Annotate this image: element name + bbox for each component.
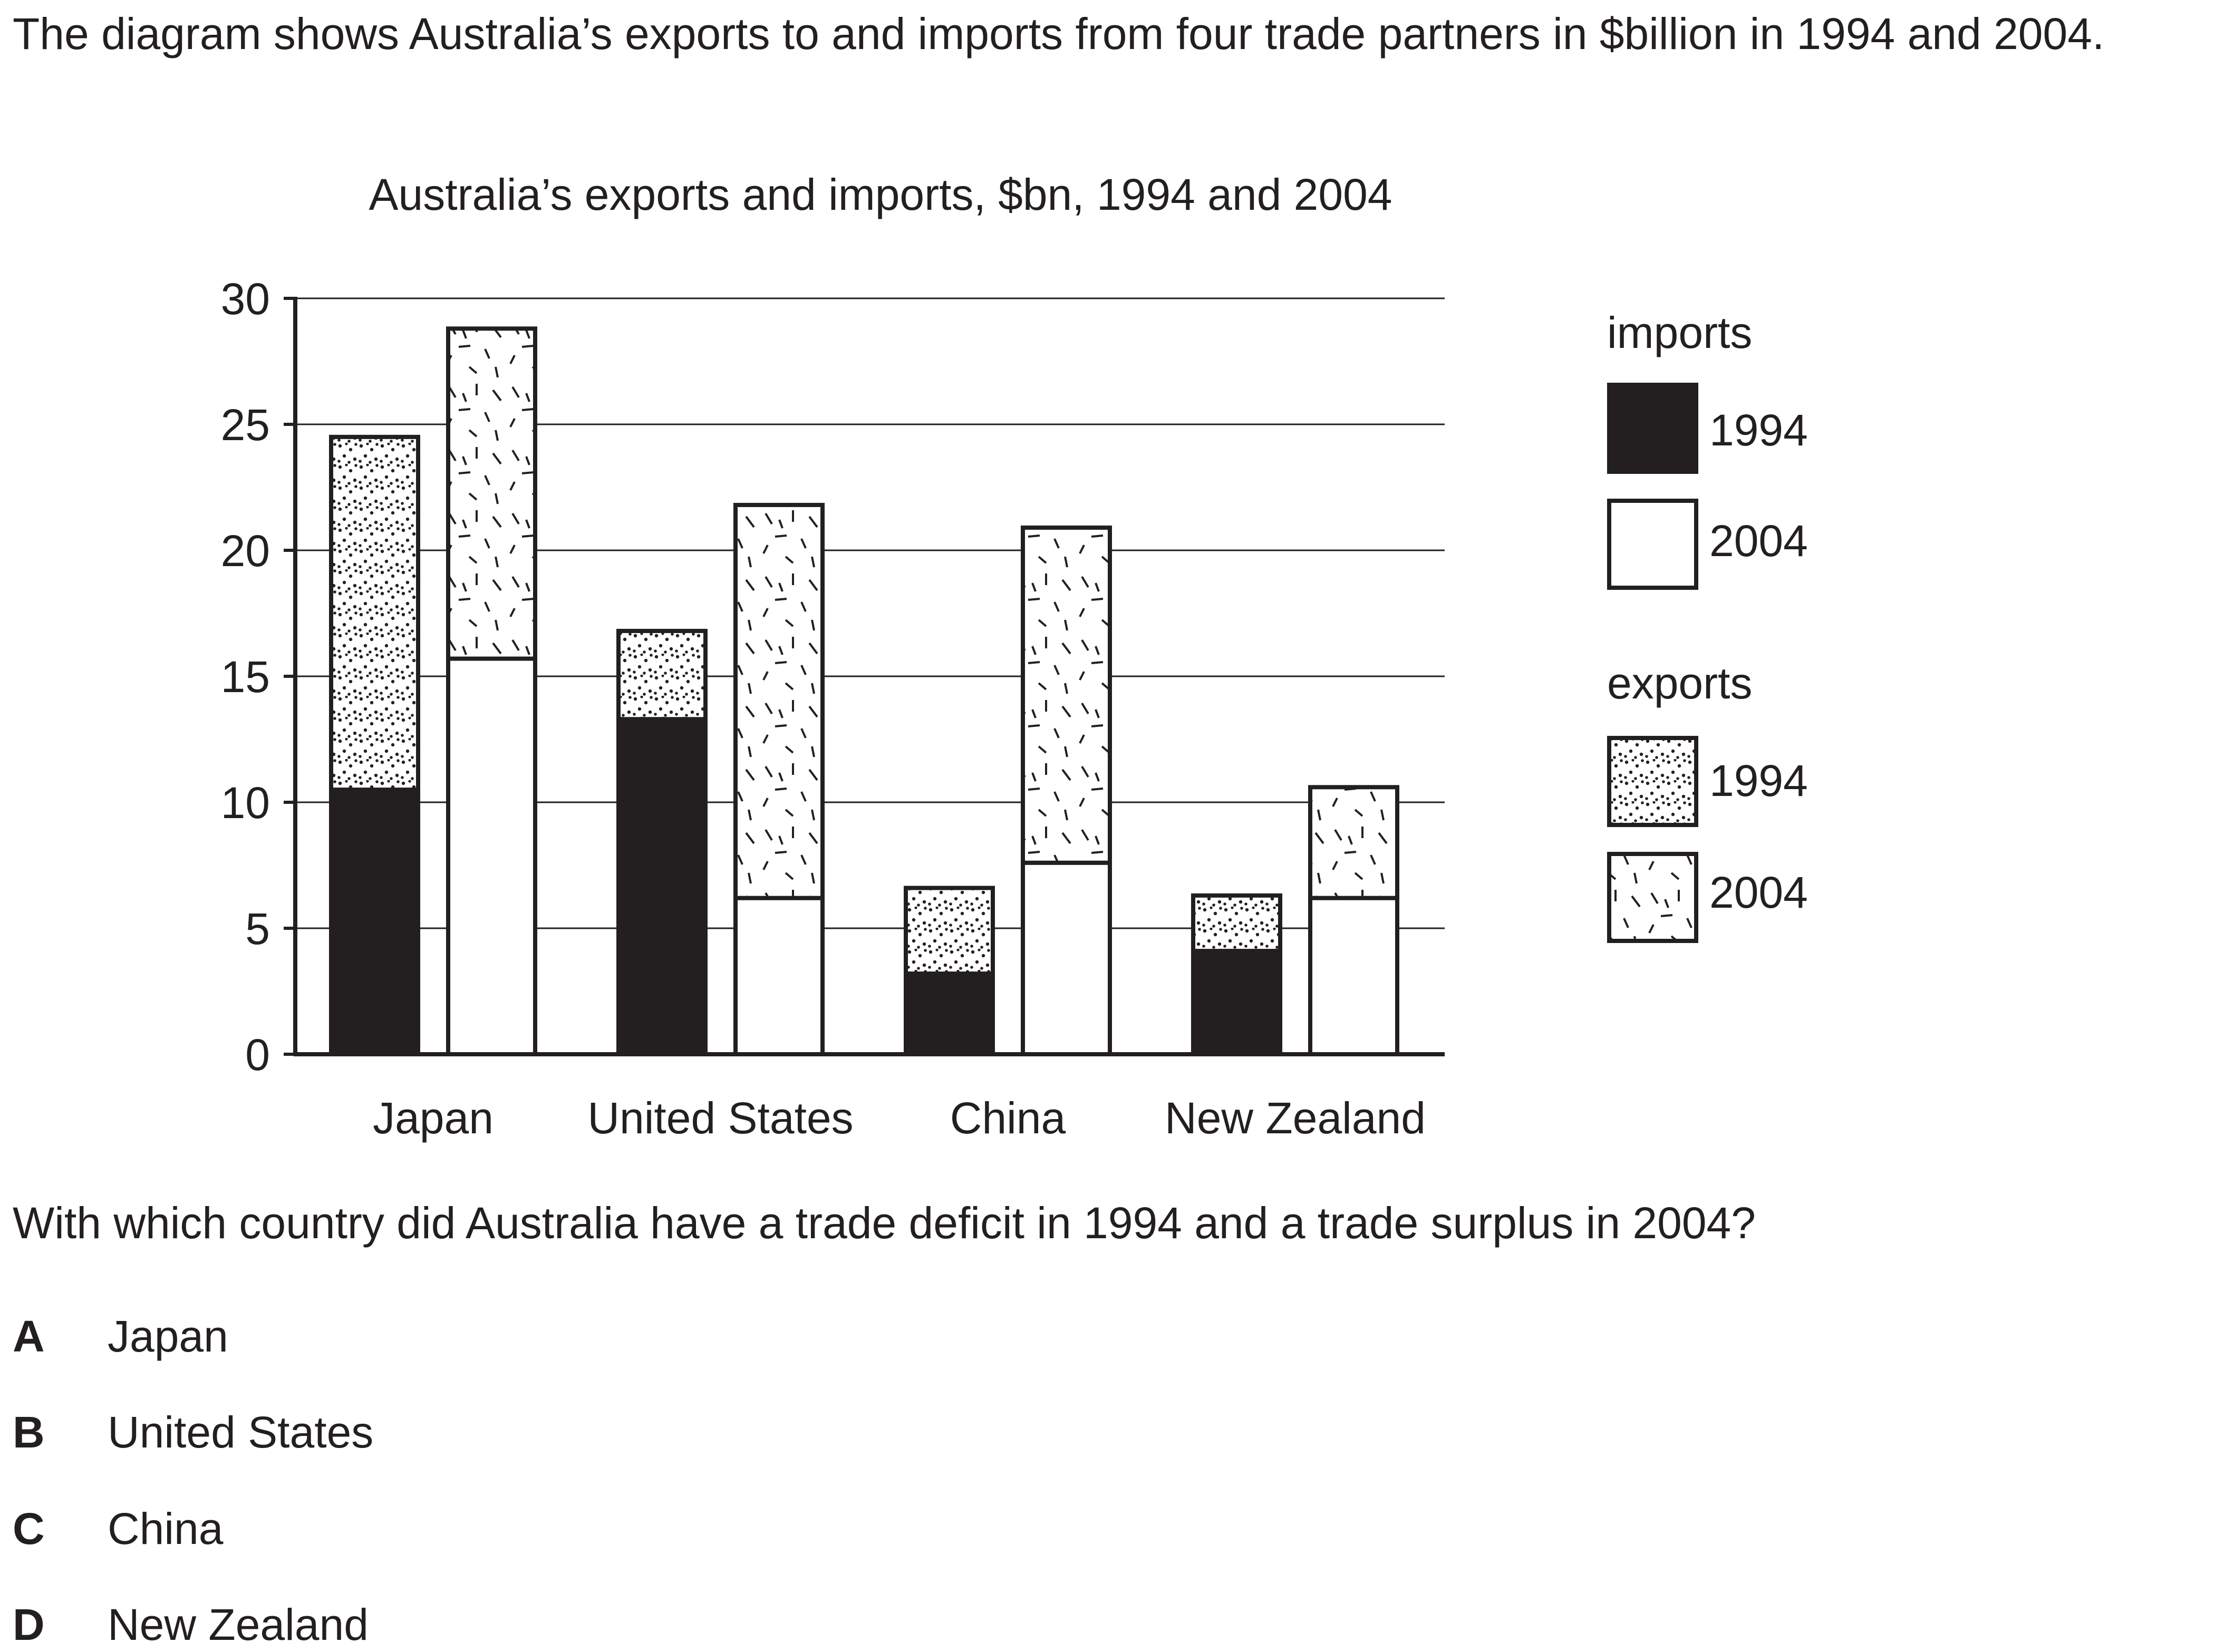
- bar-imports-2004-united-states: [733, 896, 825, 1056]
- option-a[interactable]: A Japan: [13, 1309, 228, 1364]
- x-category-label: Japan: [373, 1093, 494, 1143]
- question-intro: The diagram shows Australia’s exports to…: [13, 9, 2105, 59]
- axis-labels: 0 5 10 15 20 25 30 Japan United States China New Z…: [221, 274, 1426, 1143]
- option-d-letter: D: [13, 1600, 45, 1649]
- bar-exports-1994-china: [904, 886, 995, 976]
- bar-exports-2004-china: [1021, 525, 1112, 865]
- legend-swatch-exports-2004: [1607, 852, 1698, 943]
- legend: imports 1994 2004 exports 1994 2004: [1607, 308, 1808, 943]
- option-a-letter: A: [13, 1311, 45, 1361]
- bar-imports-1994-china: [904, 971, 995, 1057]
- chart-area: 0 5 10 15 20 25 30 Japan United States China New Z…: [221, 170, 1808, 1143]
- y-tick-label: 25: [221, 400, 270, 450]
- bar-imports-1994-japan: [329, 788, 420, 1056]
- legend-label-imports-2004: 2004: [1709, 516, 1808, 566]
- bar-exports-1994-united-states: [616, 628, 708, 722]
- legend-label-exports-1994: 1994: [1709, 756, 1808, 805]
- axes: [284, 297, 1445, 1056]
- legend-exports-heading: exports: [1607, 658, 1752, 708]
- y-tick-label: 20: [221, 526, 270, 576]
- bar-imports-1994-united-states: [616, 717, 708, 1056]
- legend-label-exports-2004: 2004: [1709, 868, 1808, 917]
- bar-exports-1994-japan: [329, 434, 420, 792]
- x-category-label: China: [950, 1093, 1066, 1143]
- option-c-letter: C: [13, 1504, 45, 1553]
- stacked-bar-chart: 0 5 10 15 20 25 30 Japan United States China New Z…: [221, 170, 1808, 1143]
- chart-title: Australia’s exports and imports, $bn, 19…: [369, 170, 1392, 219]
- x-category-label: United States: [587, 1093, 853, 1143]
- x-category-label: New Zealand: [1165, 1093, 1426, 1143]
- y-tick-label: 5: [245, 904, 270, 954]
- legend-label-imports-1994: 1994: [1709, 405, 1808, 455]
- legend-imports-heading: imports: [1607, 308, 1752, 357]
- bar-imports-2004-new-zealand: [1308, 896, 1399, 1056]
- question-text: With which country did Australia have a …: [13, 1198, 1756, 1248]
- y-tick-label: 0: [245, 1030, 270, 1080]
- option-d[interactable]: D New Zealand: [13, 1597, 369, 1652]
- legend-swatch-imports-2004: [1607, 499, 1698, 590]
- option-d-text: New Zealand: [108, 1600, 369, 1649]
- bar-exports-2004-united-states: [733, 502, 825, 900]
- y-tick-label: 10: [221, 778, 270, 828]
- bar-exports-2004-japan: [446, 326, 537, 661]
- option-b[interactable]: B United States: [13, 1405, 373, 1460]
- bar-exports-1994-new-zealand: [1191, 893, 1282, 954]
- option-b-letter: B: [13, 1407, 45, 1457]
- legend-swatch-imports-1994: [1607, 383, 1698, 474]
- y-tick-label: 30: [221, 274, 270, 324]
- option-c-text: China: [108, 1504, 224, 1553]
- y-tick-label: 15: [221, 652, 270, 702]
- bars: [329, 326, 1399, 1057]
- legend-swatch-exports-1994: [1607, 736, 1698, 827]
- option-b-text: United States: [108, 1407, 374, 1457]
- bar-imports-2004-china: [1021, 860, 1112, 1056]
- option-c[interactable]: C China: [13, 1501, 223, 1556]
- bar-imports-1994-new-zealand: [1191, 949, 1282, 1057]
- option-a-text: Japan: [108, 1311, 228, 1361]
- bar-imports-2004-japan: [446, 656, 537, 1057]
- bar-exports-2004-new-zealand: [1308, 785, 1399, 900]
